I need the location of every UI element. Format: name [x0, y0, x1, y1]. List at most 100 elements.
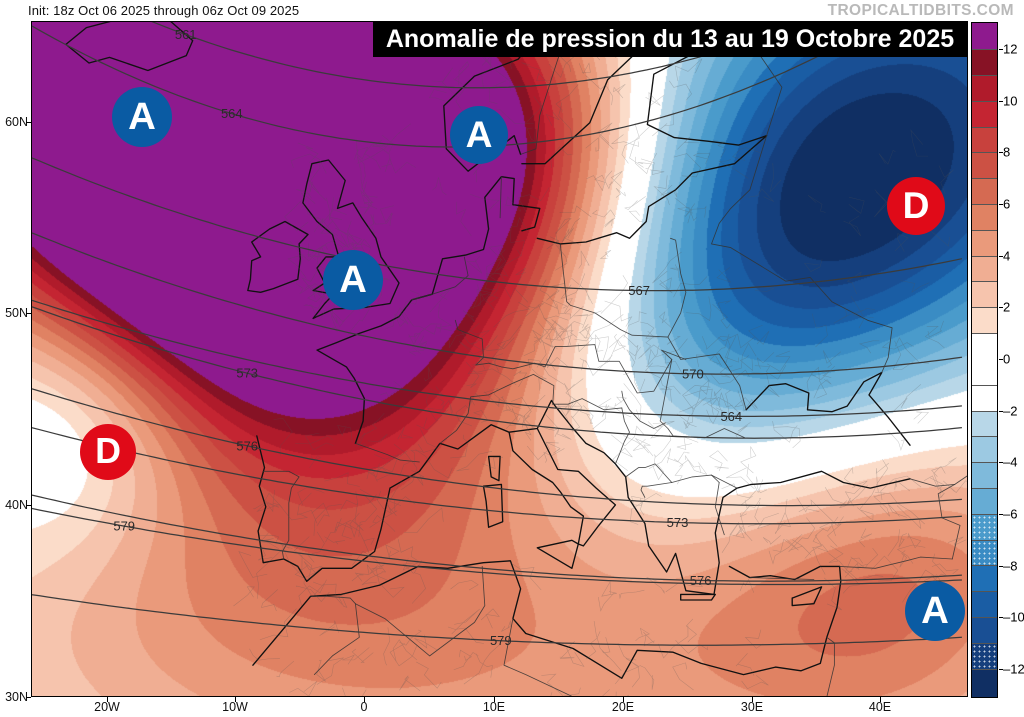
longitude-tick-label: 20E	[611, 700, 635, 714]
admin-line	[674, 197, 707, 218]
latitude-tick-mark	[26, 122, 31, 123]
admin-line	[614, 658, 640, 685]
admin-line	[716, 267, 732, 283]
admin-line	[273, 418, 293, 456]
admin-line	[306, 209, 321, 220]
admin-line	[488, 80, 506, 104]
colorbar-band	[972, 127, 997, 154]
admin-line	[571, 406, 591, 419]
admin-line	[331, 304, 338, 332]
colorbar-band	[972, 488, 997, 515]
admin-line	[843, 215, 861, 237]
colorbar-tick: –6	[1003, 506, 1018, 522]
admin-line	[249, 648, 280, 661]
admin-line	[685, 454, 708, 475]
admin-line	[510, 240, 525, 257]
admin-line	[724, 338, 739, 363]
admin-line	[469, 292, 488, 309]
admin-line	[565, 383, 578, 416]
admin-line	[666, 336, 681, 345]
colorbar-tick: –12	[1003, 661, 1024, 677]
admin-line	[843, 467, 856, 488]
admin-line	[718, 391, 733, 419]
admin-line	[617, 642, 640, 688]
admin-line	[659, 277, 673, 294]
admin-line	[351, 502, 364, 531]
admin-line	[360, 190, 378, 209]
colorbar-band	[972, 411, 997, 438]
admin-line	[505, 196, 521, 212]
admin-line	[640, 158, 665, 175]
admin-line	[397, 295, 422, 321]
colorbar-band	[972, 23, 997, 51]
colorbar-band	[972, 282, 997, 309]
longitude-tick-mark	[880, 697, 881, 702]
geo-boundary-path	[791, 586, 823, 607]
admin-line	[721, 523, 743, 553]
colorbar-band	[972, 75, 997, 102]
admin-line	[496, 324, 522, 350]
admin-line	[525, 303, 544, 317]
admin-line	[374, 454, 400, 472]
admin-line	[488, 245, 506, 261]
admin-line	[453, 652, 479, 670]
admin-line	[256, 547, 285, 599]
latitude-tick-label: 50N	[5, 306, 28, 320]
contour-label: 576	[690, 573, 712, 588]
admin-line	[341, 522, 365, 543]
admin-line	[537, 321, 558, 349]
admin-line	[456, 201, 472, 237]
colorbar-tick-mark	[999, 255, 1003, 257]
admin-line	[546, 236, 561, 255]
admin-line	[850, 295, 874, 319]
admin-line	[480, 608, 500, 629]
admin-line	[306, 531, 325, 563]
latitude-tick-label: 60N	[5, 115, 28, 129]
admin-line	[896, 544, 926, 564]
geo-boundary-path	[475, 338, 687, 394]
colorbar-tick-mark	[999, 565, 1003, 567]
admin-line	[381, 450, 408, 476]
admin-line	[592, 404, 610, 430]
admin-line	[555, 244, 568, 271]
admin-line	[735, 513, 747, 536]
longitude-tick-label: 0	[360, 700, 368, 714]
admin-line	[347, 308, 371, 335]
admin-line	[729, 521, 753, 542]
admin-line	[811, 366, 827, 399]
admin-line	[311, 502, 330, 527]
admin-line	[364, 144, 383, 170]
geopotential-contour	[32, 494, 962, 582]
admin-line	[372, 514, 396, 532]
admin-line	[719, 365, 733, 378]
colorbar-band	[972, 179, 997, 205]
admin-line	[775, 512, 786, 535]
admin-line	[320, 218, 334, 234]
colorbar[interactable]	[971, 22, 998, 698]
admin-line	[748, 188, 774, 202]
admin-line	[380, 380, 402, 397]
admin-line	[347, 230, 362, 249]
admin-line	[604, 217, 616, 228]
admin-line	[812, 527, 825, 546]
admin-line	[730, 342, 757, 372]
admin-line	[619, 589, 645, 599]
colorbar-tick-mark	[999, 668, 1003, 670]
admin-line	[429, 88, 447, 102]
admin-line	[392, 639, 418, 662]
admin-line	[796, 496, 820, 513]
colorbar-tick: 4	[1003, 248, 1011, 264]
admin-line	[411, 333, 421, 354]
geo-boundary-path	[667, 336, 747, 411]
geo-boundary-path	[536, 539, 579, 569]
admin-line	[623, 370, 646, 393]
admin-line	[319, 620, 339, 636]
admin-line	[517, 187, 550, 212]
admin-line	[301, 267, 326, 292]
admin-line	[384, 307, 407, 330]
colorbar-band	[972, 566, 997, 593]
admin-line	[551, 330, 578, 343]
admin-line	[469, 341, 478, 345]
admin-line	[594, 174, 612, 190]
